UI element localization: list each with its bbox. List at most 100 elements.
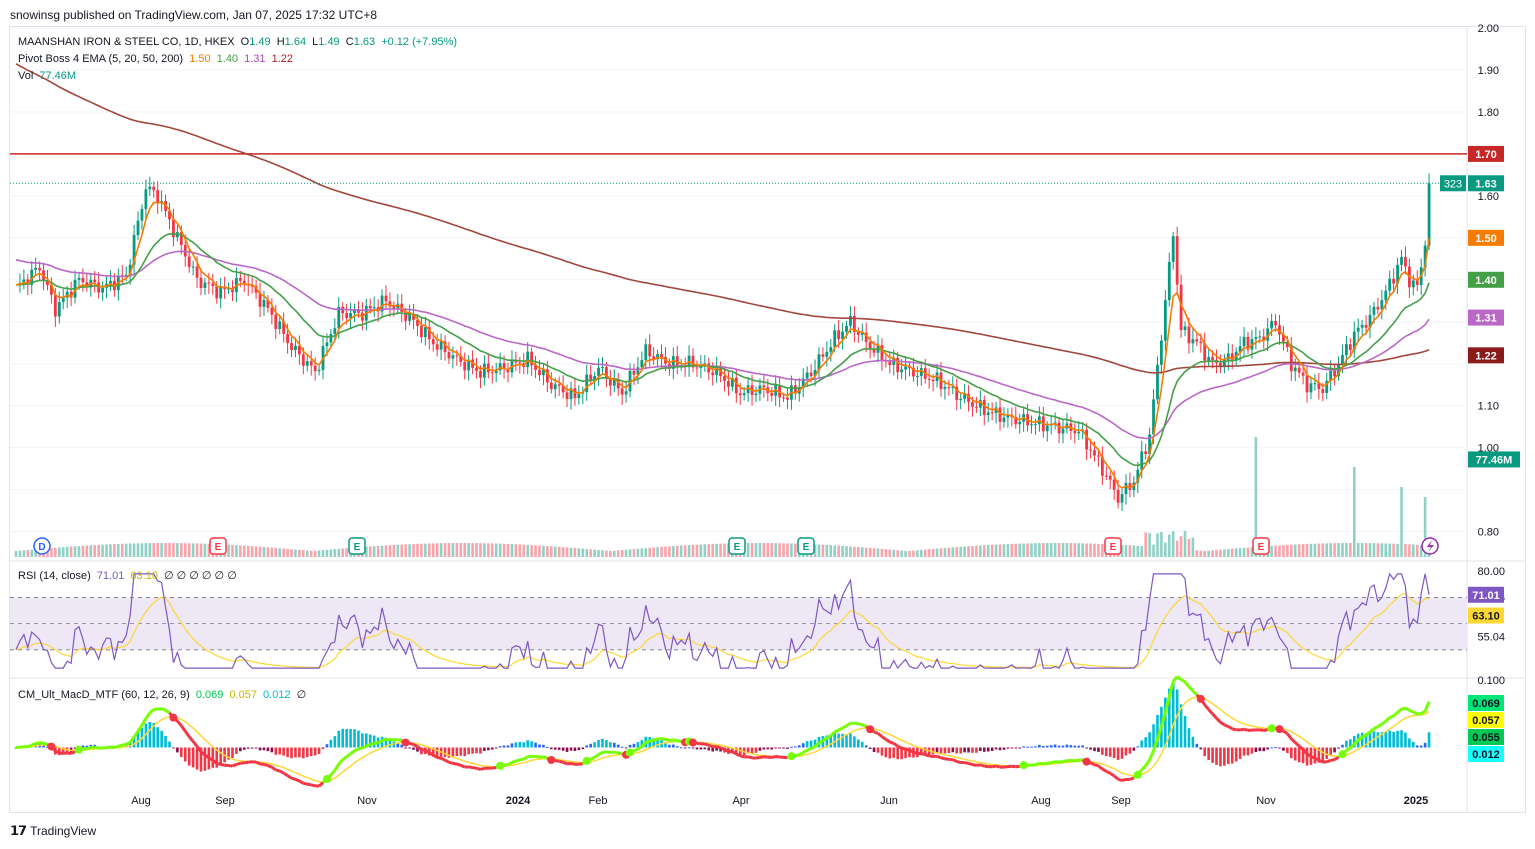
price-axis-tick: 0.80	[1478, 527, 1499, 539]
volume-bar	[1132, 545, 1136, 557]
macd-line-segment	[944, 757, 950, 761]
volume-bar	[1077, 543, 1081, 557]
volume-bar	[1388, 543, 1392, 557]
macd-line-segment	[829, 730, 836, 737]
candle-body	[597, 367, 600, 376]
macd-histogram-bar	[951, 747, 955, 753]
candle-body	[1321, 389, 1325, 394]
volume-bar	[152, 543, 156, 557]
candle-body	[624, 391, 628, 395]
candle-body	[357, 309, 360, 313]
macd-histogram-bar	[180, 747, 183, 757]
macd-histogram-bar	[305, 747, 309, 758]
candle-body	[498, 363, 502, 371]
volume-bar	[1309, 543, 1313, 557]
macd-histogram-bar	[550, 747, 553, 750]
macd-histogram-bar	[841, 733, 844, 748]
macd-legend: CM_Ult_MacD_MTF (60, 12, 26, 9) 0.069 0.…	[18, 688, 309, 701]
volume-bar	[183, 543, 187, 557]
macd-histogram-bar	[455, 747, 459, 756]
candle-body	[215, 286, 219, 299]
volume-bar	[266, 547, 270, 557]
macd-line-segment	[428, 751, 435, 757]
ema-name: Pivot Boss 4 EMA (5, 20, 50, 200)	[18, 53, 184, 65]
macd-histogram-bar	[668, 744, 671, 748]
macd-line-segment	[885, 738, 891, 744]
candle-body	[534, 365, 537, 370]
volume-bar	[652, 547, 655, 557]
candle-body	[770, 392, 774, 396]
macd-histogram-bar	[1132, 747, 1136, 751]
candle-body	[620, 388, 624, 395]
volume-bar	[18, 550, 22, 557]
candle-body	[1427, 183, 1431, 246]
macd-histogram-bar	[1427, 732, 1431, 748]
vol-name: Vol	[18, 70, 34, 82]
macd-line-segment	[1306, 752, 1312, 758]
badge-text: 1.22	[1475, 350, 1496, 362]
candle-body	[1423, 245, 1427, 268]
candle-body	[1002, 417, 1006, 422]
volume-bar	[1085, 543, 1088, 557]
volume-bar	[900, 550, 903, 557]
candle-body	[565, 392, 569, 400]
candle-body	[128, 264, 132, 275]
volume-bar	[416, 543, 419, 557]
time-axis-tick: 2025	[1404, 795, 1428, 807]
macd-line-segment	[1163, 696, 1171, 713]
macd-line-segment	[1097, 764, 1104, 771]
volume-bar	[1156, 533, 1159, 557]
candle-body	[1415, 280, 1419, 285]
volume-bar	[687, 545, 691, 557]
macd-histogram-bar	[1333, 747, 1336, 753]
macd-histogram-bar	[227, 747, 230, 760]
macd-histogram-bar	[880, 747, 884, 756]
macd-histogram-bar	[475, 747, 478, 754]
macd-histogram-bar	[317, 747, 321, 755]
footer-brand[interactable]: 𝟭𝟳 TradingView	[10, 823, 96, 839]
macd-line-segment	[1039, 761, 1044, 766]
macd-histogram-bar	[750, 747, 754, 754]
volume-bar	[1038, 543, 1041, 557]
candle-body	[1266, 328, 1270, 341]
macd-line-segment	[35, 741, 40, 745]
macd-line-segment	[818, 739, 824, 745]
macd-line-segment	[511, 759, 517, 764]
macd-line-segment	[881, 735, 887, 741]
earnings-marker-icon: E	[728, 537, 746, 555]
earnings-marker-icon: E	[348, 537, 366, 555]
macd-line-segment	[1278, 727, 1285, 733]
macd-line-segment	[1290, 737, 1297, 744]
volume-bar	[1223, 549, 1226, 557]
candle-body	[1360, 325, 1364, 328]
macd-line-segment	[1086, 760, 1092, 765]
volume-bar	[487, 543, 490, 557]
candle-body	[1293, 367, 1297, 372]
volume-bar	[876, 548, 880, 557]
rsi-badge-bg	[1468, 586, 1504, 603]
macd-histogram-bar	[361, 733, 364, 748]
macd-line-segment	[613, 750, 619, 755]
volume-bar	[384, 545, 388, 557]
macd-line-segment	[814, 741, 820, 748]
macd-line-segment	[1227, 725, 1234, 731]
candle-body	[250, 285, 254, 287]
candle-body	[81, 277, 85, 283]
macd-histogram-bar	[239, 747, 242, 752]
volume-bar	[1022, 543, 1025, 557]
volume-bar	[514, 544, 518, 557]
candle-body	[1112, 479, 1116, 490]
candle-body	[313, 365, 317, 372]
macd-histogram-bar	[691, 747, 695, 749]
macd-histogram-bar	[1030, 746, 1033, 748]
macd-histogram-bar	[538, 744, 541, 748]
volume-bar	[648, 547, 652, 557]
macd-line-segment	[794, 753, 800, 758]
macd-histogram-bar	[904, 747, 907, 759]
macd-histogram-bar	[1286, 747, 1289, 754]
macd-histogram-bar	[1038, 744, 1041, 748]
volume-bar	[967, 546, 970, 557]
macd-histogram-bar	[672, 744, 675, 748]
volume-bar	[455, 543, 459, 557]
